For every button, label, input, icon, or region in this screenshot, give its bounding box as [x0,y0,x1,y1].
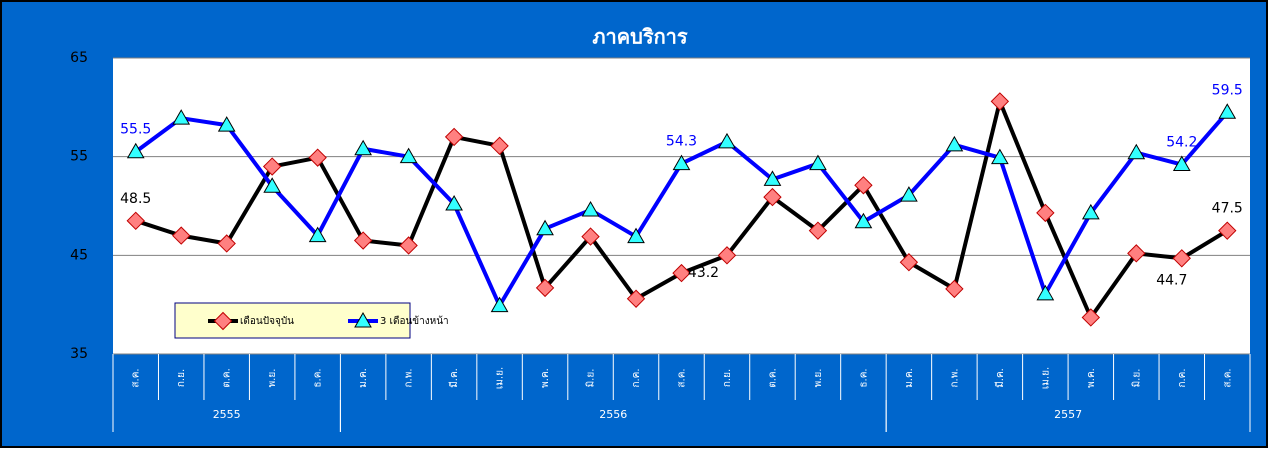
x-tick-label: มี.ค. [994,368,1006,388]
marker [899,253,919,272]
marker [763,170,782,186]
marker [1218,103,1237,119]
x-tick-label: พ.ย. [267,369,278,388]
x-tick-label: ก.ค. [1177,368,1188,387]
data-label: 59.5 [1212,82,1243,98]
marker [809,154,827,171]
marker [308,226,327,243]
marker [626,289,646,308]
marker [536,219,554,236]
marker [353,231,373,250]
legend-label: 3 เดือนข้างหน้า [380,315,449,327]
marker [308,148,327,167]
marker [627,227,645,244]
y-tick-label: 65 [70,50,88,66]
legend-label: เดือนปัจจุบัน [240,315,294,327]
x-tick-label: ม.ค. [904,368,915,388]
marker [172,226,191,245]
marker [213,311,233,331]
x-tick-label: ส.ค. [677,368,688,387]
marker [217,116,236,132]
marker [263,177,282,193]
marker [990,148,1009,165]
x-tick-label: พ.ค. [540,368,551,388]
x-tick-label: พ.ค. [1086,368,1097,388]
marker [717,246,737,265]
x-tick-label: มี.ค. [448,368,460,388]
data-label: 44.7 [1156,272,1187,288]
marker [945,279,964,299]
x-tick-label: เม.ย. [1040,367,1051,389]
x-tick-label: ต.ค. [767,368,778,388]
x-tick-label: ก.ย. [722,369,733,387]
data-label: 48.5 [120,191,151,207]
marker [262,157,282,176]
marker [1081,308,1101,327]
marker [1172,249,1191,268]
marker [354,311,372,328]
x-tick-label: ก.ค. [631,368,642,387]
marker [490,136,509,156]
marker [1036,203,1055,223]
x-tick-label: ธ.ค. [313,368,324,387]
data-label: 47.5 [1212,201,1243,217]
marker [354,139,373,156]
marker [1127,143,1146,160]
data-label: 55.5 [120,122,151,138]
marker [718,132,736,149]
y-tick-label: 55 [70,149,88,165]
x-tick-label: ก.พ. [404,368,415,387]
marker [990,92,1010,111]
marker [1172,155,1191,172]
group-label: 2555 [213,408,241,421]
x-tick-label: มิ.ย. [586,369,597,388]
marker [126,211,145,230]
x-tick-label: ธ.ค. [858,368,869,387]
marker [854,212,873,229]
marker [672,263,691,283]
marker [445,195,463,211]
group-label: 2557 [1054,408,1082,421]
marker [581,227,600,246]
x-tick-label: เม.ย. [495,367,506,389]
marker [535,278,555,298]
y-tick-label: 45 [70,247,88,263]
x-tick-label: ม.ค. [358,368,369,388]
chart-title: ภาคบริการ [592,25,688,49]
y-tick-label: 35 [70,346,88,362]
marker [217,234,236,253]
marker [1218,221,1237,240]
marker [900,186,918,202]
marker [763,187,782,207]
marker [672,154,691,171]
data-label: 43.2 [688,265,719,281]
x-tick-label: ต.ค. [222,368,233,388]
x-tick-label: มิ.ย. [1131,369,1142,388]
marker [581,200,600,217]
marker [490,296,509,313]
x-tick-label: ส.ค. [1222,368,1233,387]
marker [808,221,828,240]
x-tick-label: ก.พ. [949,368,960,387]
marker [945,135,964,152]
marker [399,236,418,255]
x-tick-label: พ.ย. [813,369,824,388]
marker [444,127,464,147]
x-tick-label: ก.ย. [176,369,187,387]
marker [399,147,418,164]
marker [1036,284,1055,301]
marker [854,176,873,195]
marker [1127,244,1146,263]
marker [1081,203,1100,220]
data-label: 54.2 [1166,135,1197,151]
group-label: 2556 [599,408,627,421]
marker [172,109,191,125]
x-tick-label: ส.ค. [131,368,142,387]
marker [126,142,145,159]
data-label: 54.3 [666,134,697,150]
